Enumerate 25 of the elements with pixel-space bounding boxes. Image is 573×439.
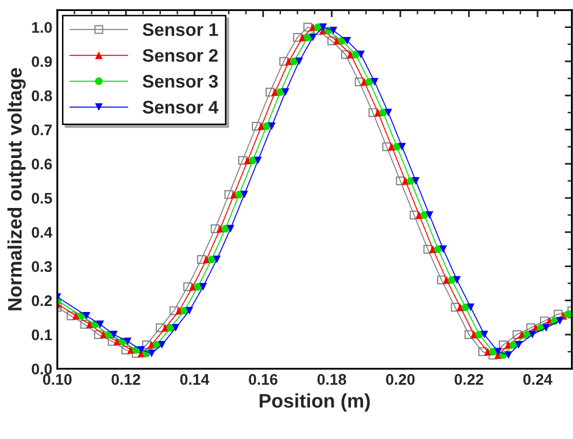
x-tick-label: 0.18 [317,374,346,385]
legend-label: Sensor 2 [142,49,218,62]
y-tick-label: 0.0 [32,364,52,374]
y-tick-label: 0.9 [32,56,52,68]
x-tick-label: 0.20 [386,374,415,385]
y-tick-label: 0.6 [32,158,52,170]
x-tick-label: 0.12 [112,374,140,385]
x-tick-label: 0.14 [180,374,210,385]
y-tick-label: 0.4 [32,226,52,238]
x-axis-title: Position (m) [260,393,370,412]
x-tick-label: 0.22 [454,374,484,385]
y-tick-label: 0.5 [32,192,52,204]
y-tick-label: 0.1 [32,329,52,340]
legend-label: Sensor 4 [142,100,218,114]
x-tick-label: 0.10 [43,374,72,385]
legend-label: Sensor 1 [142,23,218,36]
y-tick-label: 0.2 [32,295,52,306]
y-tick-label: 1.0 [32,22,52,33]
y-tick-label: 0.7 [32,124,52,136]
y-tick-label: 0.3 [32,261,52,272]
y-axis-title: Normalized output voltage [7,68,26,310]
x-tick-label: 0.24 [523,374,552,385]
legend-label: Sensor 3 [142,74,218,88]
y-tick-label: 0.8 [32,90,52,102]
x-tick-label: 0.16 [248,374,278,385]
